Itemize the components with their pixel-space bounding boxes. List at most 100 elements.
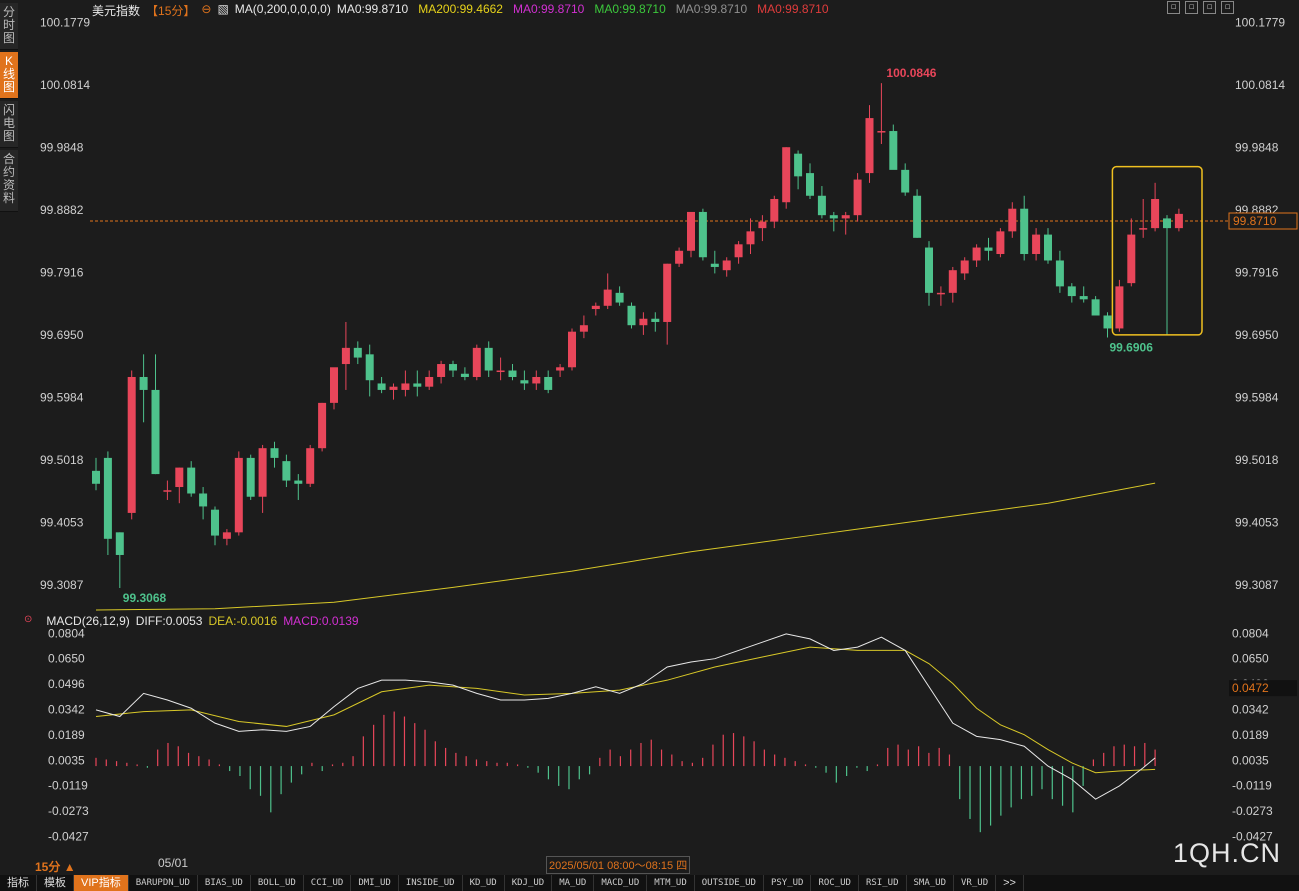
toolbar-tab-vip-[interactable]: VIP指标: [74, 875, 129, 891]
candle-body: [782, 147, 791, 203]
settings-icon[interactable]: ⊖: [201, 2, 212, 16]
ma-value-3: MA0:99.8710: [594, 2, 666, 16]
candle: [115, 532, 124, 588]
side-tab-3[interactable]: 合约资料: [0, 150, 18, 212]
window-control-2[interactable]: ▫: [1203, 1, 1216, 14]
candle: [544, 370, 553, 394]
toolbar-tab--[interactable]: >>: [996, 875, 1024, 891]
candle: [710, 250, 719, 274]
price-tick-right: 100.1779: [1235, 15, 1285, 29]
candle-body: [330, 367, 338, 403]
timeframe-badge[interactable]: 【15分】: [146, 4, 196, 18]
candle-body: [472, 347, 481, 377]
watermark: 1QH.CN: [1172, 838, 1281, 868]
candle: [568, 328, 576, 371]
low-annotation: 99.6906: [1110, 341, 1154, 355]
toolbar-tab-dmi-ud[interactable]: DMI_UD: [351, 875, 399, 891]
ma-params[interactable]: MA(0,200,0,0,0,0): [234, 2, 331, 16]
ma-indicator-icon[interactable]: ▧: [217, 2, 229, 16]
candle-body: [1020, 208, 1029, 255]
candle-body: [698, 211, 707, 258]
timeframe-label[interactable]: 15分 ▲: [35, 860, 76, 874]
candle-body: [1055, 260, 1064, 287]
side-tab-0[interactable]: 分时图: [0, 3, 18, 50]
candle: [556, 364, 565, 377]
candle-body: [1103, 315, 1112, 329]
candle-body: [115, 532, 124, 555]
candle: [508, 364, 517, 381]
macd-value: MACD:0.0139: [283, 614, 359, 628]
toolbar-tab-rsi-ud[interactable]: RSI_UD: [859, 875, 907, 891]
toolbar-tab-vr-ud[interactable]: VR_UD: [954, 875, 997, 891]
window-control-1[interactable]: ▫: [1185, 1, 1198, 14]
candle: [187, 461, 196, 497]
candle: [401, 370, 410, 397]
candle-body: [377, 383, 386, 390]
candle: [103, 451, 112, 555]
toolbar-tab-psy-ud[interactable]: PSY_UD: [764, 875, 812, 891]
candle: [318, 402, 327, 452]
toolbar-tab--[interactable]: 模板: [37, 875, 74, 891]
candle: [246, 454, 255, 500]
macd-tick-right: 0.0650: [1232, 652, 1269, 666]
toolbar-tab--[interactable]: 指标: [0, 875, 37, 891]
candle: [1020, 195, 1029, 261]
candle: [341, 321, 350, 390]
candle-body: [211, 509, 219, 536]
macd-params[interactable]: MACD(26,12,9): [46, 614, 130, 628]
price-tick-left: 99.5018: [40, 453, 84, 467]
toolbar-tab-roc-ud[interactable]: ROC_UD: [811, 875, 859, 891]
toolbar-tab-boll-ud[interactable]: BOLL_UD: [251, 875, 304, 891]
toolbar-tab-macd-ud[interactable]: MACD_UD: [594, 875, 648, 891]
candle-body: [579, 325, 588, 332]
candle: [1151, 182, 1160, 232]
candle-body: [437, 364, 446, 377]
ma-values: MA0:99.8710 MA200:99.4662 MA0:99.8710 MA0:9…: [337, 2, 829, 19]
cursor-time-label: 2025/05/01 08:00～08:15 四: [546, 856, 691, 874]
candle: [782, 147, 791, 209]
toolbar-tab-bias-ud[interactable]: BIAS_UD: [198, 875, 251, 891]
candle: [460, 367, 469, 381]
candle: [425, 370, 434, 390]
macd-close-icon[interactable]: ⊙: [24, 614, 33, 625]
candle-body: [603, 289, 612, 306]
toolbar-tab-kd-ud[interactable]: KD_UD: [463, 875, 505, 891]
window-control-0[interactable]: ▫: [1167, 1, 1180, 14]
candle-body: [401, 383, 410, 390]
toolbar-tab-cci-ud[interactable]: CCI_UD: [304, 875, 352, 891]
window-control-3[interactable]: ▫: [1221, 1, 1234, 14]
candle: [996, 228, 1005, 258]
macd-tick-right: -0.0119: [1232, 779, 1272, 793]
candle-body: [282, 461, 291, 481]
toolbar-tab-ma-ud[interactable]: MA_UD: [552, 875, 595, 891]
candle-body: [258, 448, 267, 497]
side-tab-2[interactable]: 闪电图: [0, 101, 18, 148]
candle: [770, 195, 779, 229]
candle: [377, 376, 386, 394]
toolbar-tab-sma-ud[interactable]: SMA_UD: [907, 875, 955, 891]
candle-body: [127, 376, 136, 513]
candle: [865, 105, 874, 183]
candle: [758, 215, 767, 242]
candle-body: [746, 231, 755, 245]
toolbar-tab-barupdn-ud[interactable]: BARUPDN_UD: [129, 875, 198, 891]
toolbar-tab-mtm-ud[interactable]: MTM_UD: [647, 875, 695, 891]
toolbar-tab-inside-ud[interactable]: INSIDE_UD: [399, 875, 463, 891]
price-tick-right: 99.4053: [1235, 515, 1279, 529]
candle: [413, 370, 422, 397]
candle-body: [794, 153, 803, 177]
price-tick-left: 99.4053: [40, 515, 84, 529]
candle-body: [496, 370, 505, 373]
candle: [270, 441, 279, 468]
toolbar-tab-outside-ud[interactable]: OUTSIDE_UD: [695, 875, 764, 891]
macd-tick-left: 0.0342: [48, 703, 85, 717]
highlight-box: [1111, 165, 1203, 336]
candle: [615, 286, 624, 306]
toolbar-tab-kdj-ud[interactable]: KDJ_UD: [505, 875, 553, 891]
candle: [1174, 208, 1183, 232]
candle: [972, 244, 981, 267]
candle: [1032, 228, 1041, 261]
candle-body: [877, 131, 886, 133]
